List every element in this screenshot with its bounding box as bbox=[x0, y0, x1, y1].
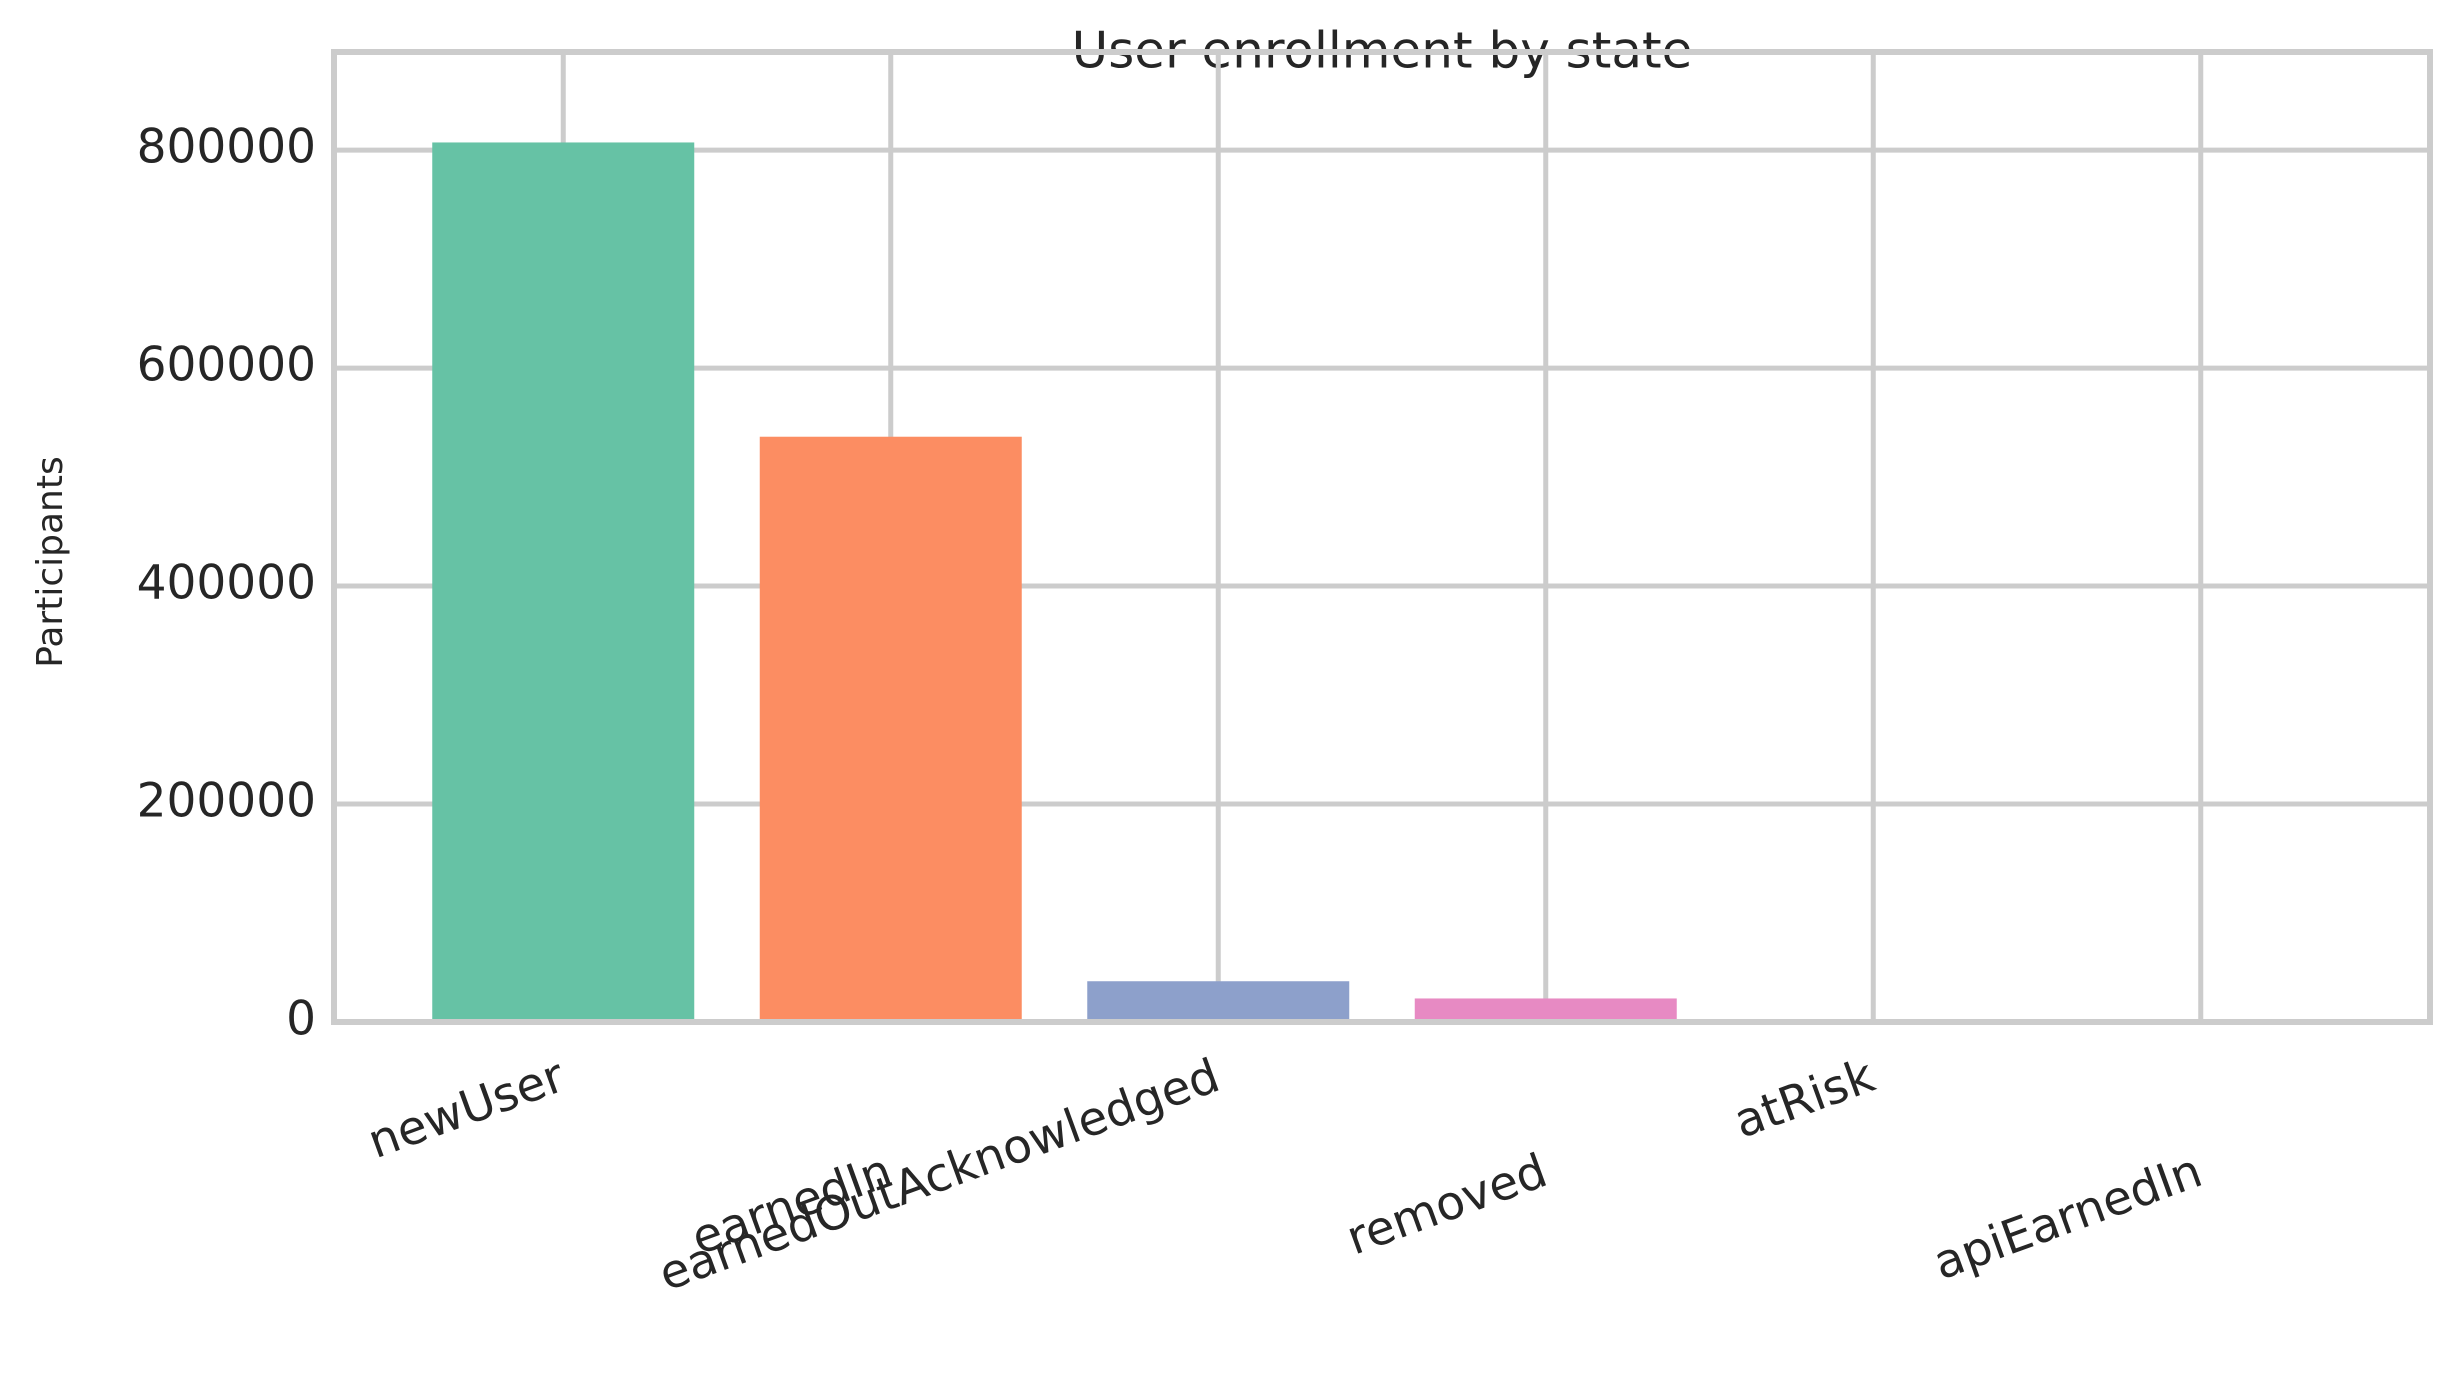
plot-frame bbox=[331, 49, 2433, 1025]
bar bbox=[759, 436, 1022, 1022]
bar bbox=[432, 142, 695, 1022]
y-tick-label: 400000 bbox=[137, 556, 316, 611]
x-tick-label: earnedOutAcknowledged bbox=[652, 1048, 1227, 1302]
bar bbox=[1414, 998, 1677, 1022]
y-axis-label: Participants bbox=[30, 456, 71, 667]
x-tick-label: newUser bbox=[361, 1048, 572, 1170]
x-tick-label: removed bbox=[1340, 1143, 1555, 1266]
y-tick-label: 800000 bbox=[137, 120, 316, 175]
x-tick-label: apiEarnedIn bbox=[1926, 1143, 2209, 1291]
bar bbox=[1087, 981, 1350, 1022]
x-tick-label: atRisk bbox=[1727, 1048, 1882, 1149]
y-tick-label: 200000 bbox=[137, 774, 316, 829]
y-tick-label: 0 bbox=[286, 992, 316, 1047]
y-tick-label: 600000 bbox=[137, 338, 316, 393]
